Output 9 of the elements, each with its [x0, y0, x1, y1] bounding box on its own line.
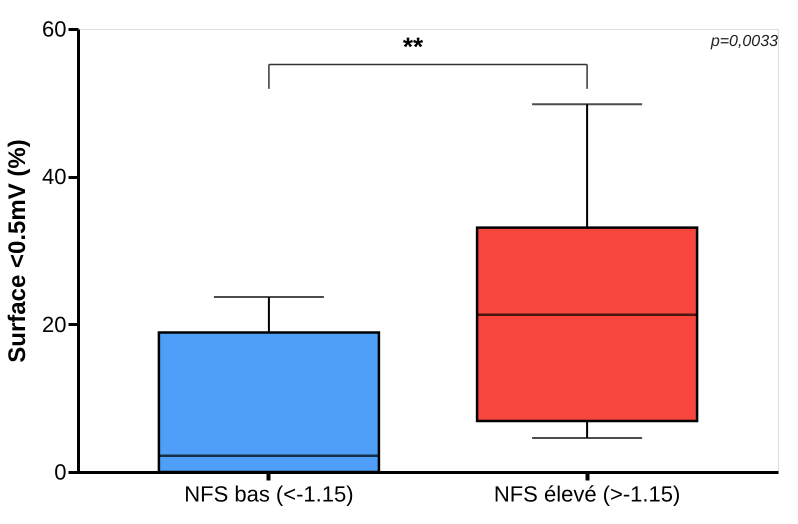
x-tick-label: NFS élevé (>-1.15): [494, 482, 680, 506]
y-tick-label: 40: [42, 164, 66, 190]
x-tick-label: NFS bas (<-1.15): [184, 482, 354, 506]
annotation: p=0,0033: [710, 33, 778, 50]
y-tick-label: 60: [42, 16, 66, 42]
annotation: **: [402, 31, 424, 62]
y-tick-label: 20: [42, 312, 66, 337]
y-tick-label: 0: [54, 460, 66, 484]
y-axis-title: Surface <0.5mV (%): [4, 139, 32, 363]
